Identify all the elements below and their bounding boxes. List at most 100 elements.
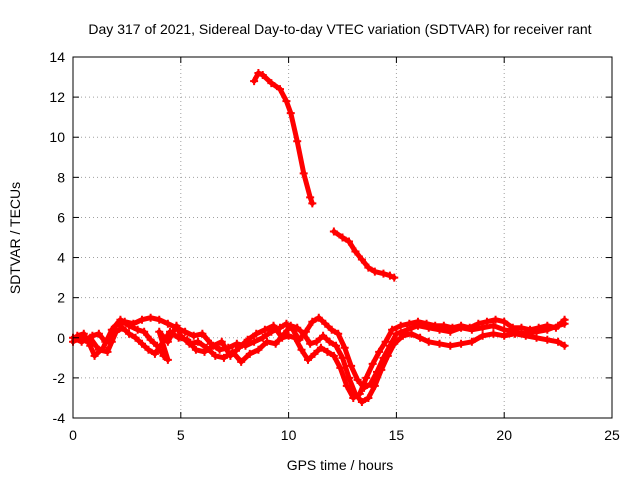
- y-tick-label: 10: [49, 129, 65, 145]
- y-tick-label: 6: [57, 209, 65, 225]
- data-point: [435, 339, 444, 348]
- data-point: [146, 335, 155, 344]
- series-track-a: [251, 70, 315, 206]
- data-point: [353, 375, 362, 384]
- grid-layer: [73, 57, 612, 418]
- data-point: [325, 337, 334, 346]
- data-point: [133, 325, 142, 334]
- data-point: [364, 263, 373, 272]
- data-point: [269, 321, 278, 330]
- data-point: [491, 315, 500, 324]
- data-point: [150, 349, 159, 358]
- x-tick-label: 10: [281, 427, 297, 443]
- data-point: [500, 331, 509, 340]
- data-point: [183, 335, 192, 344]
- data-point: [163, 319, 172, 328]
- x-axis-label: GPS time / hours: [287, 457, 394, 473]
- data-point: [478, 331, 487, 340]
- data-point: [342, 381, 351, 390]
- data-point: [407, 329, 416, 338]
- data-point: [370, 267, 379, 276]
- data-point: [532, 333, 541, 342]
- data-point: [215, 345, 224, 354]
- data-point: [306, 339, 315, 348]
- data-point: [521, 331, 530, 340]
- data-point: [304, 355, 313, 364]
- data-point: [368, 359, 377, 368]
- data-point: [254, 345, 263, 354]
- data-point: [405, 319, 414, 328]
- y-tick-label: -2: [53, 370, 66, 386]
- data-point: [457, 321, 466, 330]
- data-point: [416, 333, 425, 342]
- data-point: [267, 79, 276, 88]
- data-point: [327, 325, 336, 334]
- data-point: [474, 319, 483, 328]
- data-point: [312, 337, 321, 346]
- data-point: [370, 381, 379, 390]
- data-point: [299, 169, 308, 178]
- data-point: [340, 343, 349, 352]
- data-point: [560, 315, 569, 324]
- data-point: [543, 321, 552, 330]
- series-layer: [69, 69, 569, 406]
- data-point: [275, 85, 284, 94]
- data-point: [508, 323, 517, 332]
- data-point: [446, 341, 455, 350]
- data-point: [112, 327, 121, 336]
- data-point: [118, 323, 127, 332]
- data-point: [347, 361, 356, 370]
- data-point: [125, 321, 134, 330]
- data-point: [77, 337, 86, 346]
- data-point: [189, 331, 198, 340]
- data-point: [286, 321, 295, 330]
- data-point: [388, 325, 397, 334]
- data-point: [543, 335, 552, 344]
- data-point: [308, 199, 317, 208]
- data-point: [526, 325, 535, 334]
- data-point: [299, 329, 308, 338]
- data-point: [146, 313, 155, 322]
- data-point: [137, 339, 146, 348]
- data-point: [282, 319, 291, 328]
- data-point: [125, 329, 134, 338]
- data-point: [181, 327, 190, 336]
- data-point: [364, 393, 373, 402]
- y-tick-label: 4: [57, 250, 65, 266]
- data-point: [140, 327, 149, 336]
- data-point: [439, 321, 448, 330]
- data-point: [424, 337, 433, 346]
- data-point: [448, 323, 457, 332]
- series-track-d: [74, 317, 568, 405]
- data-point: [291, 333, 300, 342]
- x-tick-label: 20: [496, 427, 512, 443]
- data-point: [351, 247, 360, 256]
- data-point: [362, 373, 371, 382]
- data-point: [551, 323, 560, 332]
- data-point: [271, 339, 280, 348]
- data-point: [282, 97, 291, 106]
- data-point: [219, 353, 228, 362]
- data-point: [243, 335, 252, 344]
- data-point: [245, 349, 254, 358]
- data-point: [357, 255, 366, 264]
- data-point: [396, 321, 405, 330]
- data-point: [321, 319, 330, 328]
- data-point: [390, 339, 399, 348]
- data-point: [159, 351, 168, 360]
- data-point: [94, 345, 103, 354]
- y-tick-label: -4: [53, 410, 66, 426]
- data-point: [357, 397, 366, 406]
- data-point: [375, 347, 384, 356]
- data-point: [254, 69, 263, 78]
- data-point: [235, 343, 244, 352]
- data-point: [381, 337, 390, 346]
- data-point: [155, 315, 164, 324]
- data-point: [293, 323, 302, 332]
- data-point: [338, 233, 347, 242]
- data-point: [194, 337, 203, 346]
- y-tick-label: 0: [57, 330, 65, 346]
- data-point: [344, 237, 353, 246]
- x-tick-label: 25: [604, 427, 620, 443]
- data-point: [534, 323, 543, 332]
